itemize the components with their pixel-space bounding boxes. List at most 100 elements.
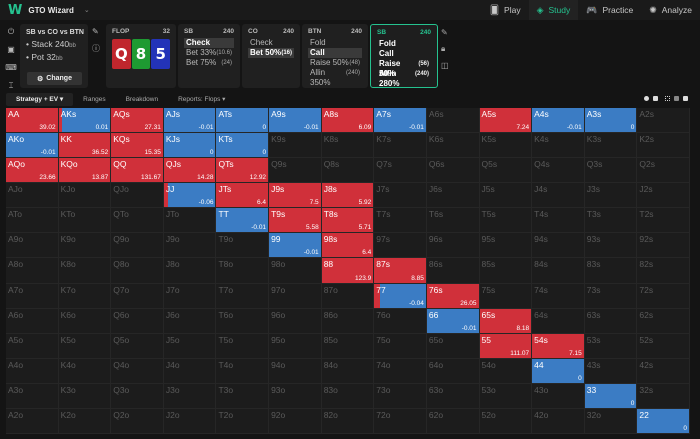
hand-cell-t2s[interactable]: T2s xyxy=(637,208,690,234)
hand-cell-22[interactable]: 22 0 xyxy=(637,408,690,434)
gamepad-icon[interactable]: ⌨ xyxy=(5,63,17,72)
hand-cell-75o[interactable]: 75o xyxy=(374,333,427,359)
hand-cell-q3o[interactable]: Q3o xyxy=(111,383,164,409)
hand-cell-t7s[interactable]: T7s xyxy=(374,208,427,234)
hand-cell-j3s[interactable]: J3s xyxy=(584,183,638,209)
hand-cell-54s[interactable]: 54s 7.15 xyxy=(532,333,585,359)
hand-cell-96o[interactable]: 96o xyxy=(269,308,322,334)
hand-cell-t9s[interactable]: T9s 5.58 xyxy=(269,208,322,234)
hand-cell-k8o[interactable]: K8o xyxy=(58,258,112,284)
view-mode-1-icon[interactable] xyxy=(644,96,649,101)
info-icon[interactable]: ⓘ xyxy=(92,44,100,53)
hand-cell-k6o[interactable]: K6o xyxy=(58,308,112,334)
hand-cell-33[interactable]: 33 0 xyxy=(584,383,638,409)
hand-cell-j4o[interactable]: J4o xyxy=(163,358,217,384)
hand-cell-83o[interactable]: 83o xyxy=(321,383,375,409)
view-mode-5-icon[interactable] xyxy=(683,96,688,101)
hand-cell-ato[interactable]: ATo xyxy=(6,208,59,234)
hand-cell-84s[interactable]: 84s xyxy=(532,258,585,284)
power-icon[interactable]: ⏻ xyxy=(7,27,15,36)
hand-cell-98s[interactable]: 98s 6.4 xyxy=(321,233,375,259)
hand-cell-66[interactable]: 66 -0.01 xyxy=(426,308,480,334)
hand-cell-74o[interactable]: 74o xyxy=(374,358,427,384)
board-card[interactable]: 8 xyxy=(131,39,151,69)
hand-cell-q4o[interactable]: Q4o xyxy=(111,358,164,384)
hand-cell-k5o[interactable]: K5o xyxy=(58,333,112,359)
hand-cell-kts[interactable]: KTs 0 xyxy=(216,133,270,159)
hand-cell-k7s[interactable]: K7s xyxy=(374,133,427,159)
hand-cell-t8o[interactable]: T8o xyxy=(216,258,270,284)
hand-cell-92s[interactable]: 92s xyxy=(637,233,690,259)
hand-cell-k7o[interactable]: K7o xyxy=(58,283,112,309)
hand-cell-53s[interactable]: 53s xyxy=(584,333,638,359)
hand-cell-k6s[interactable]: K6s xyxy=(426,133,480,159)
action-option[interactable]: Fold xyxy=(377,39,431,49)
hand-cell-q4s[interactable]: Q4s xyxy=(532,158,585,184)
nav-study[interactable]: ◈ Study xyxy=(528,0,579,20)
hand-cell-74s[interactable]: 74s xyxy=(532,283,585,309)
action-option[interactable]: Bet 33% (10.6) xyxy=(184,48,234,58)
action-option[interactable]: Bet 50% (16) xyxy=(248,48,294,58)
hand-cell-kjo[interactable]: KJo xyxy=(58,183,112,209)
hand-cell-64o[interactable]: 64o xyxy=(426,358,480,384)
hand-cell-73o[interactable]: 73o xyxy=(374,383,427,409)
hand-cell-q9s[interactable]: Q9s xyxy=(269,158,322,184)
hand-cell-93o[interactable]: 93o xyxy=(269,383,322,409)
hand-cell-77[interactable]: 77 -0.04 xyxy=(374,283,427,309)
save-icon[interactable]: ▣ xyxy=(7,45,15,54)
hand-cell-t3o[interactable]: T3o xyxy=(216,383,270,409)
hand-cell-43s[interactable]: 43s xyxy=(584,358,638,384)
hand-cell-t9o[interactable]: T9o xyxy=(216,233,270,259)
hand-cell-53o[interactable]: 53o xyxy=(479,383,533,409)
hand-cell-76o[interactable]: 76o xyxy=(374,308,427,334)
hand-cell-aqo[interactable]: AQo 23.66 xyxy=(6,158,59,184)
hand-cell-aqs[interactable]: AQs 27.31 xyxy=(111,108,164,134)
hand-cell-85o[interactable]: 85o xyxy=(321,333,375,359)
hand-cell-jj[interactable]: JJ -0.06 xyxy=(163,183,217,209)
hand-cell-q3s[interactable]: Q3s xyxy=(584,158,638,184)
action-node-btn[interactable]: BTN 240 Fold Call Raise 50% (48) Allin 350% (24… xyxy=(302,24,368,88)
pencil-icon[interactable]: ✎ xyxy=(441,28,448,37)
hand-cell-44[interactable]: 44 0 xyxy=(532,358,585,384)
hand-cell-64s[interactable]: 64s xyxy=(532,308,585,334)
hand-cell-42o[interactable]: 42o xyxy=(532,408,585,434)
hand-cell-k2s[interactable]: K2s xyxy=(637,133,690,159)
action-option[interactable]: Call xyxy=(308,48,362,58)
hand-cell-a2o[interactable]: A2o xyxy=(6,408,59,434)
book-icon[interactable]: ◫ xyxy=(441,61,449,70)
hand-cell-j4s[interactable]: J4s xyxy=(532,183,585,209)
hand-cell-52s[interactable]: 52s xyxy=(637,333,690,359)
hand-cell-a7s[interactable]: A7s -0.01 xyxy=(374,108,427,134)
text-cursor-icon[interactable]: ⌶ xyxy=(8,81,14,90)
hand-cell-ako[interactable]: AKo -0.01 xyxy=(6,133,59,159)
tab-breakdown[interactable]: Breakdown xyxy=(125,96,159,103)
tab-ranges[interactable]: Ranges xyxy=(83,96,106,103)
pencil-icon[interactable]: ✎ xyxy=(92,27,99,36)
hand-cell-k3o[interactable]: K3o xyxy=(58,383,112,409)
hand-cell-83s[interactable]: 83s xyxy=(584,258,638,284)
hand-cell-q5s[interactable]: Q5s xyxy=(479,158,533,184)
hand-cell-qjs[interactable]: QJs 14.28 xyxy=(163,158,217,184)
change-button[interactable]: ⚙ Change xyxy=(27,72,82,85)
hand-cell-a9s[interactable]: A9s -0.01 xyxy=(269,108,322,134)
hand-cell-a5o[interactable]: A5o xyxy=(6,333,59,359)
action-option[interactable]: Raise 50% (56) xyxy=(377,59,431,78)
hand-cell-92o[interactable]: 92o xyxy=(269,408,322,434)
hand-cell-82s[interactable]: 82s xyxy=(637,258,690,284)
hand-cell-t4o[interactable]: T4o xyxy=(216,358,270,384)
hand-cell-kk[interactable]: KK 36.52 xyxy=(58,133,112,159)
hand-cell-k8s[interactable]: K8s xyxy=(321,133,375,159)
hand-cell-a8o[interactable]: A8o xyxy=(6,258,59,284)
hand-cell-a6s[interactable]: A6s xyxy=(426,108,480,134)
hand-cell-95o[interactable]: 95o xyxy=(269,333,322,359)
hand-cell-j6s[interactable]: J6s xyxy=(426,183,480,209)
view-mode-3-icon[interactable] xyxy=(665,96,670,101)
hand-cell-qto[interactable]: QTo xyxy=(111,208,164,234)
nav-play[interactable]: 🂠 Play xyxy=(482,0,529,20)
hand-cell-j9o[interactable]: J9o xyxy=(163,233,217,259)
hand-cell-t7o[interactable]: T7o xyxy=(216,283,270,309)
hand-cell-93s[interactable]: 93s xyxy=(584,233,638,259)
view-mode-4-icon[interactable] xyxy=(674,96,679,101)
hand-cell-jts[interactable]: JTs 6.4 xyxy=(216,183,270,209)
